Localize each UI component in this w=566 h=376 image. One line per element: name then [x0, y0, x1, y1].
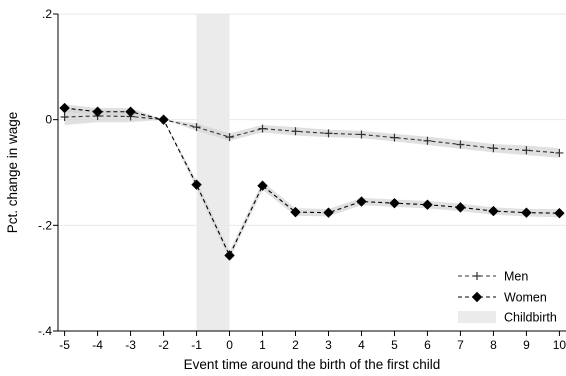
- y-tick-label: 0: [45, 113, 52, 127]
- legend-women-label: Women: [504, 291, 547, 305]
- legend-item-childbirth: Childbirth: [458, 311, 557, 325]
- y-axis-title: Pct. change in wage: [5, 112, 20, 234]
- data-point-men: [192, 123, 201, 132]
- data-point-women: [323, 207, 334, 218]
- x-tick-label: -5: [59, 338, 70, 352]
- x-tick-label: -1: [191, 338, 202, 352]
- x-tick-label: 8: [490, 338, 497, 352]
- data-point-men: [291, 127, 300, 136]
- x-tick-label: 1: [259, 338, 266, 352]
- data-point-men: [357, 130, 366, 139]
- axis-title-layer: Event time around the birth of the first…: [5, 112, 440, 372]
- data-point-women: [191, 179, 202, 190]
- legend-women-symbol: [458, 291, 496, 303]
- childbirth-band-layer: [196, 14, 230, 331]
- x-tick-label: -2: [158, 338, 169, 352]
- marker-layer: [59, 102, 565, 261]
- x-tick-label: 9: [523, 338, 530, 352]
- x-tick-label: 4: [358, 338, 365, 352]
- data-point-men: [522, 146, 531, 155]
- x-tick-label: 5: [391, 338, 398, 352]
- y-tick-label: .2: [42, 7, 52, 21]
- data-point-women: [125, 106, 136, 117]
- data-point-men: [60, 113, 69, 122]
- data-point-women: [554, 207, 565, 219]
- confidence-band-men: [64, 109, 560, 158]
- data-point-women: [158, 114, 169, 125]
- y-tick-label: -.2: [38, 218, 52, 232]
- x-tick-label: 6: [424, 338, 431, 352]
- legend-childbirth-swatch: [458, 311, 496, 323]
- series-line-women: [64, 107, 560, 257]
- x-tick-label: 10: [553, 338, 566, 352]
- data-point-men: [258, 124, 267, 133]
- data-point-women: [59, 102, 70, 114]
- data-point-women: [356, 196, 367, 207]
- data-point-women: [290, 206, 301, 218]
- data-point-women: [257, 180, 268, 191]
- data-point-men: [489, 144, 498, 153]
- legend-men-symbol: [458, 272, 496, 280]
- data-point-women: [521, 207, 532, 218]
- data-point-men: [456, 140, 465, 149]
- legend-childbirth-label: Childbirth: [504, 311, 557, 325]
- data-point-women: [224, 250, 235, 261]
- y-tick-label: -.4: [38, 324, 52, 338]
- data-point-men: [555, 148, 564, 157]
- axes-layer: .2 0 -.2 -.4 -5 -4 -3 -2 -1 0 1 2 3 4 5 6 7 8 9 10: [38, 7, 566, 352]
- data-point-men: [324, 129, 333, 138]
- confidence-band-layer: [64, 104, 560, 260]
- x-axis-title: Event time around the birth of the first…: [184, 357, 441, 372]
- legend-item-women: Women: [458, 291, 547, 305]
- x-tick-label: -4: [92, 338, 103, 352]
- data-point-women: [92, 106, 103, 117]
- data-point-women: [455, 202, 466, 213]
- legend-marker: [473, 272, 481, 280]
- legend: Men Women Childbirth: [458, 270, 557, 325]
- data-point-men: [225, 133, 234, 142]
- data-point-women: [488, 205, 499, 217]
- data-point-women: [422, 199, 433, 210]
- legend-marker: [471, 291, 483, 303]
- x-tick-label: 0: [226, 338, 233, 352]
- data-point-men: [390, 133, 399, 142]
- series-line-men: [64, 115, 560, 154]
- series-line-layer: [64, 107, 560, 257]
- legend-item-men: Men: [458, 270, 528, 284]
- childbirth-band: [196, 14, 230, 331]
- x-tick-label: 2: [292, 338, 299, 352]
- data-point-women: [389, 197, 400, 209]
- x-tick-label: -3: [125, 338, 136, 352]
- x-tick-label: 3: [325, 338, 332, 352]
- x-tick-label: 7: [457, 338, 464, 352]
- data-point-men: [423, 136, 432, 145]
- legend-men-label: Men: [504, 270, 528, 284]
